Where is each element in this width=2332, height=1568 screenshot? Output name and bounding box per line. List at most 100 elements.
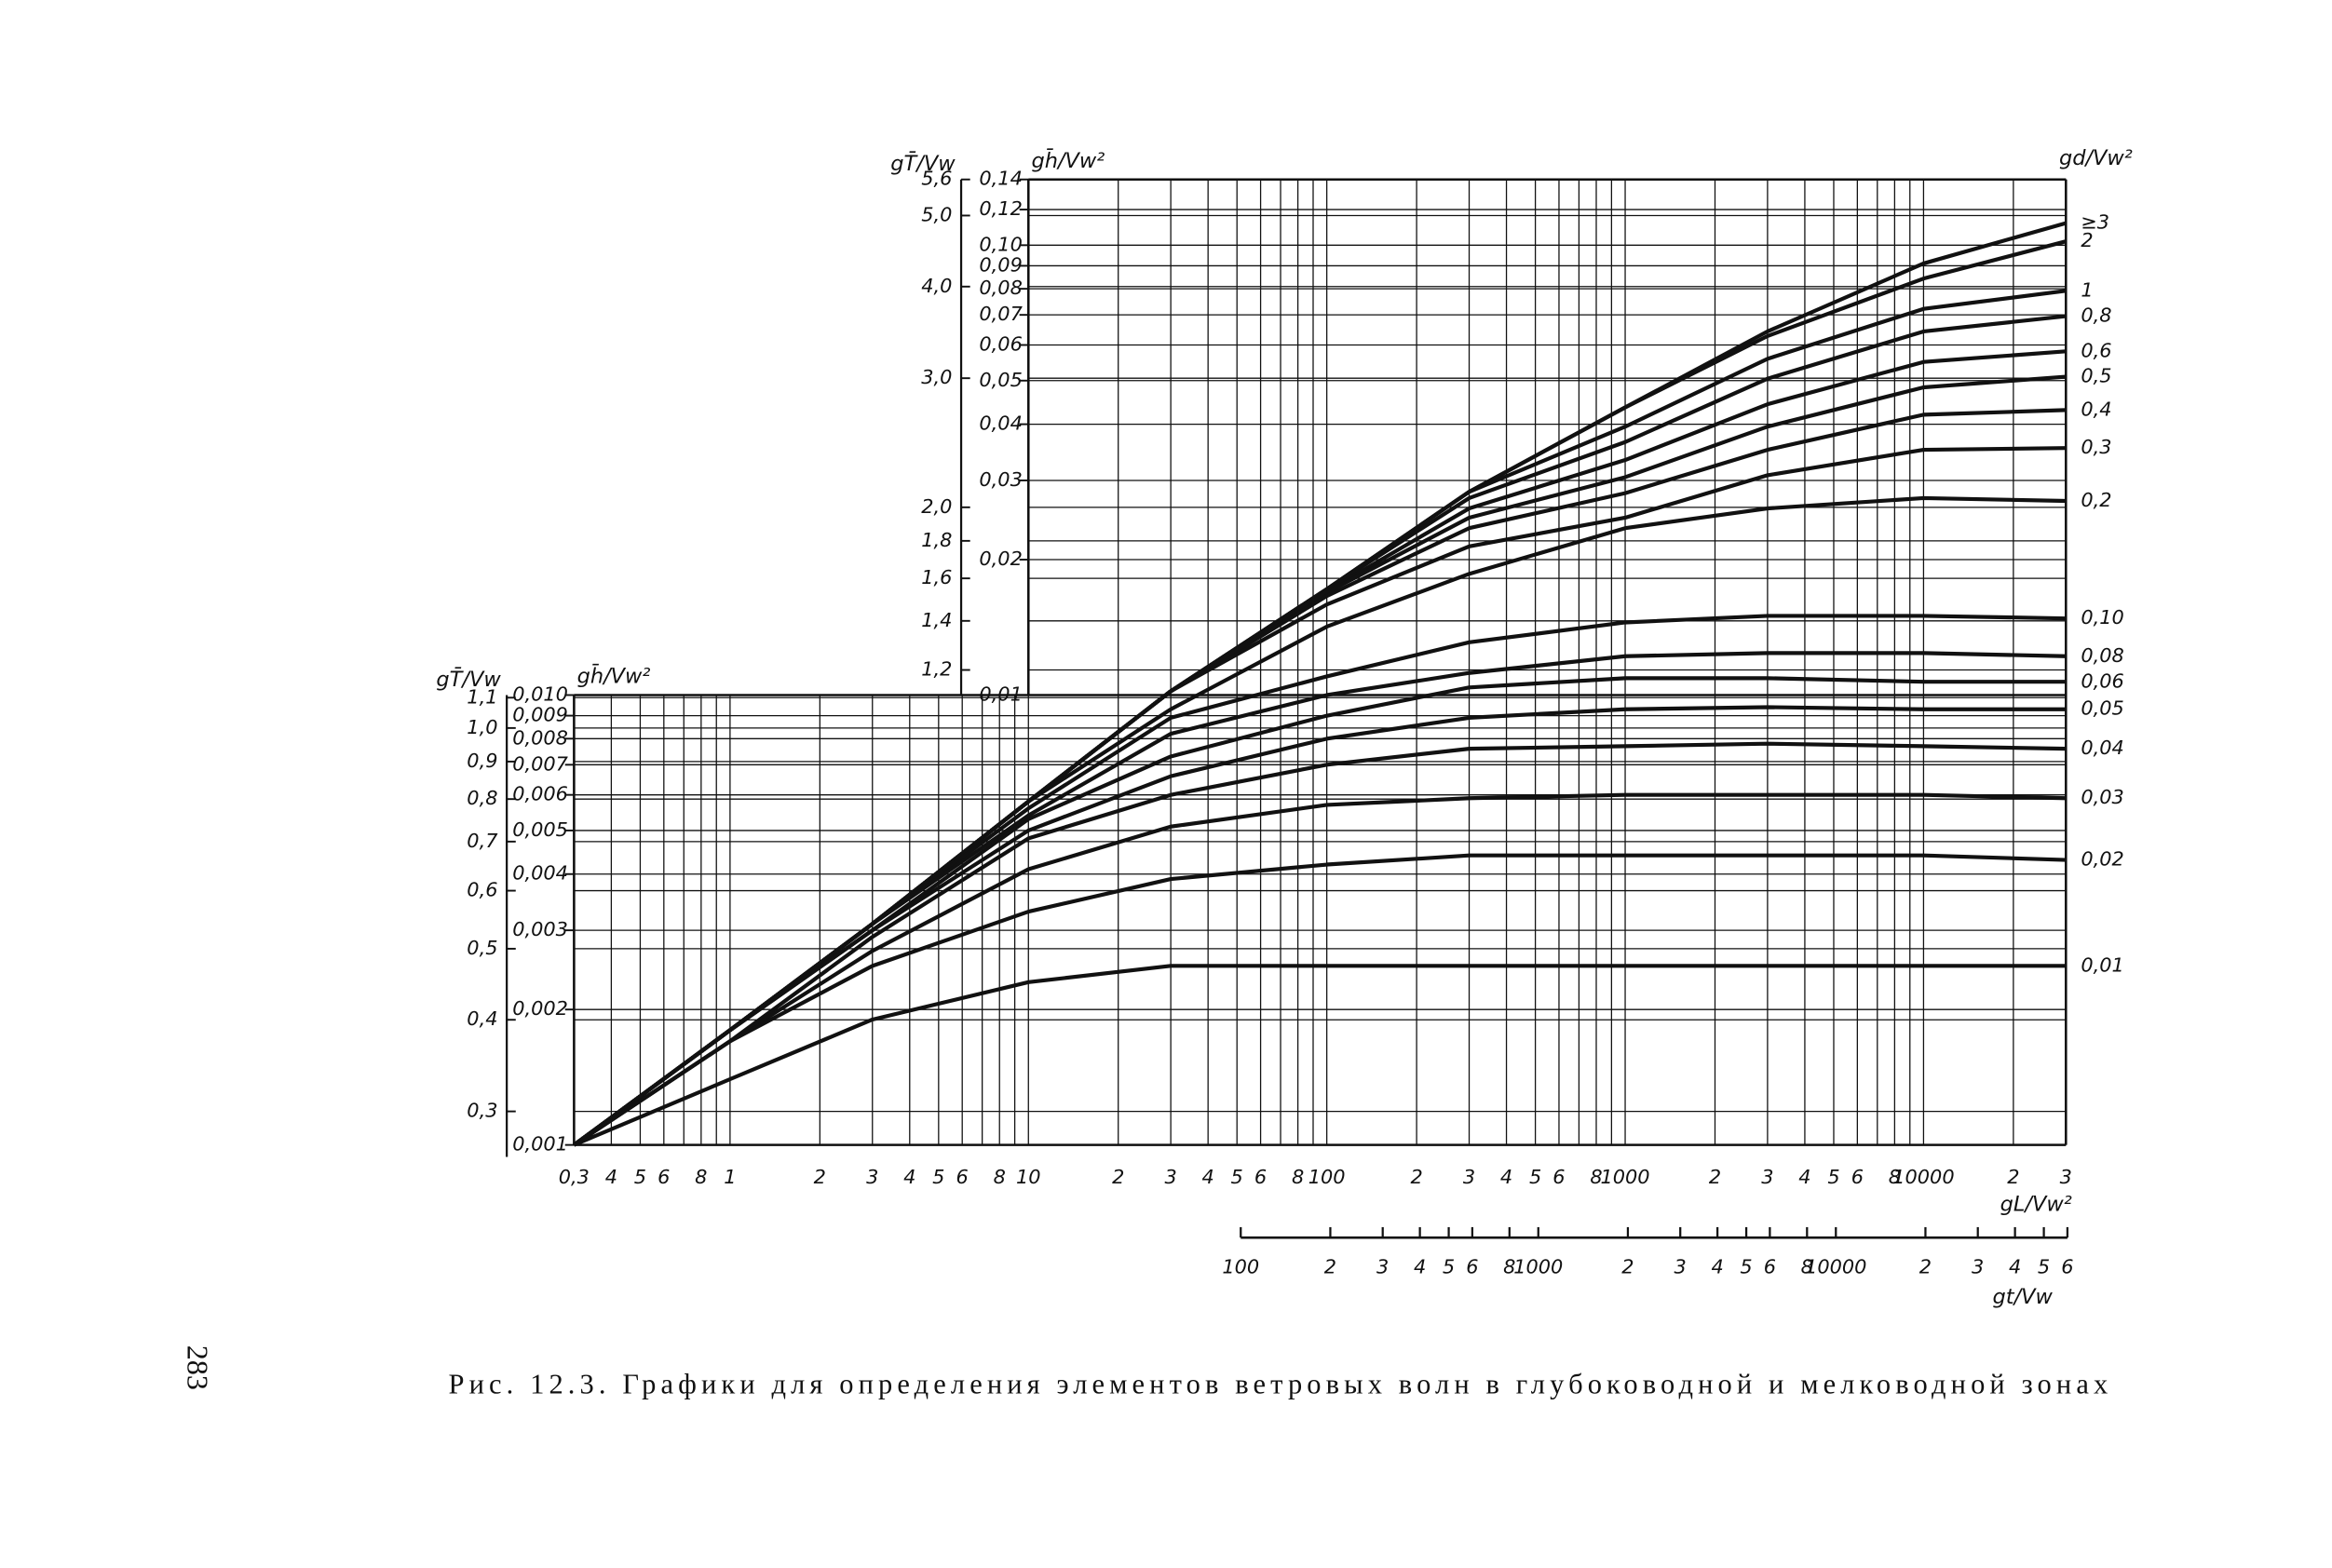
y-tick-label: 0,06 — [979, 333, 1022, 356]
x-tick-label: 3 — [2060, 1166, 2072, 1188]
x-tick-label: 5 — [932, 1166, 944, 1188]
legend-label: 0,8 — [2081, 304, 2111, 327]
curve — [573, 676, 2067, 1147]
x2-tick-label: 3 — [1674, 1255, 1687, 1277]
y2-tick-label: 2,0 — [921, 495, 952, 518]
y2-tick-label: 1,1 — [467, 685, 497, 708]
x-tick-label: 100 — [1308, 1166, 1346, 1188]
legend-label: 2 — [2081, 229, 2093, 251]
legend-label: ≥3 — [2081, 211, 2109, 234]
x-tick-label: 2 — [2007, 1166, 2019, 1188]
x-tick-label: 5 — [1529, 1166, 1541, 1188]
y-tick-label: 0,003 — [512, 918, 568, 940]
x2-tick-label: 10000 — [1805, 1255, 1866, 1277]
y-tick-label: 0,007 — [512, 752, 568, 775]
y2-tick-label: 1,6 — [921, 566, 952, 588]
x2-tick-label: 8 — [1801, 1255, 1813, 1277]
x-tick-label: 3 — [866, 1166, 878, 1188]
y-tick-label: 0,008 — [512, 726, 568, 749]
x-tick-label: 5 — [1231, 1166, 1243, 1188]
y2-tick-label: 0,7 — [467, 830, 498, 852]
x2-tick-label: 5 — [1740, 1255, 1752, 1277]
y-axis-title: gh̄/Vw² — [1031, 147, 1105, 173]
y-tick-label: 0,005 — [512, 818, 568, 841]
x2-tick-label: 5 — [2038, 1255, 2050, 1277]
x-tick-label: 6 — [956, 1166, 969, 1188]
y2-tick-label: 1,4 — [921, 609, 952, 631]
y-tick-label: 0,01 — [979, 683, 1022, 705]
x-tick-label: 3 — [1463, 1166, 1475, 1188]
y-tick-label: 0,02 — [979, 547, 1022, 570]
y2-tick-label: 4,0 — [921, 275, 952, 297]
x-tick-label: 4 — [903, 1166, 915, 1188]
y-tick-label: 0,05 — [979, 369, 1022, 391]
x-tick-label: 8 — [695, 1166, 707, 1188]
legend-label: 0,06 — [2081, 669, 2123, 692]
x-axis-title: gL/Vw² — [2000, 1192, 2072, 1216]
y2-tick-label: 0,8 — [467, 787, 497, 809]
x2-tick-label: 2 — [1919, 1255, 1932, 1277]
legend-label: 0,10 — [2081, 606, 2123, 629]
y2-axis-title: gT̄/Vw — [436, 666, 501, 692]
x-tick-label: 4 — [605, 1166, 617, 1188]
x-tick-label: 8 — [1292, 1166, 1304, 1188]
y2-tick-label: 0,3 — [467, 1100, 497, 1122]
x-tick-label: 6 — [1254, 1166, 1267, 1188]
y-tick-label: 0,10 — [979, 233, 1022, 255]
y-tick-label: 0,04 — [979, 412, 1022, 435]
curve — [573, 651, 2067, 1147]
y2-tick-label: 0,9 — [467, 750, 497, 772]
y-tick-label: 0,14 — [979, 168, 1022, 190]
x-tick-label: 4 — [1202, 1166, 1214, 1188]
y-tick-label: 0,09 — [979, 253, 1022, 276]
x-tick-label: 8 — [994, 1166, 1006, 1188]
x-tick-label: 2 — [1410, 1166, 1422, 1188]
curve — [573, 964, 2067, 1147]
legend-label: 0,08 — [2081, 644, 2123, 667]
y2-tick-label: 0,6 — [467, 879, 497, 901]
legend-label: 0,04 — [2081, 737, 2123, 759]
x-tick-label: 4 — [1798, 1166, 1810, 1188]
y-tick-label: 0,07 — [979, 303, 1023, 325]
x-tick-label: 5 — [634, 1166, 646, 1188]
y2-tick-label: 1,8 — [921, 529, 952, 551]
x2-tick-label: 4 — [1711, 1255, 1723, 1277]
x-tick-label: 3 — [1761, 1166, 1773, 1188]
x-tick-label: 10000 — [1892, 1166, 1954, 1188]
legend-label: 0,2 — [2081, 489, 2111, 511]
x-tick-label: 6 — [658, 1166, 670, 1188]
x-tick-label: 0,3 — [559, 1166, 590, 1188]
y2-tick-label: 5,0 — [921, 203, 952, 225]
y-tick-label: 0,002 — [512, 997, 568, 1020]
y2-tick-label: 3,0 — [921, 366, 952, 388]
x-tick-label: 8 — [1889, 1166, 1901, 1188]
curve — [573, 374, 2067, 1147]
x-tick-label: 2 — [1112, 1166, 1124, 1188]
x2-tick-label: 6 — [1466, 1255, 1478, 1277]
y-tick-label: 0,006 — [512, 783, 568, 805]
x-tick-label: 5 — [1827, 1166, 1839, 1188]
x2-tick-label: 8 — [1503, 1255, 1515, 1277]
y2-tick-label: 1,2 — [921, 658, 952, 681]
y2-tick-label: 5,6 — [921, 168, 952, 190]
x2-tick-label: 6 — [1764, 1255, 1776, 1277]
legend-label: 1 — [2081, 278, 2093, 301]
y-axis-title: gh̄/Vw² — [577, 663, 651, 689]
x-tick-label: 6 — [1851, 1166, 1864, 1188]
y-tick-label: 0,12 — [979, 197, 1022, 220]
x-tick-label: 3 — [1164, 1166, 1176, 1188]
page-number: 283 — [181, 1345, 214, 1390]
legend-label: 0,01 — [2081, 953, 2123, 976]
curve — [573, 314, 2067, 1147]
x-tick-label: 4 — [1500, 1166, 1512, 1188]
x-tick-label: 10 — [1016, 1166, 1041, 1188]
legend-label: 0,05 — [2081, 697, 2123, 720]
x2-tick-label: 2 — [1621, 1255, 1634, 1277]
legend-label: 0,4 — [2081, 398, 2111, 420]
x2-tick-label: 2 — [1324, 1255, 1336, 1277]
legend-label: 0,3 — [2081, 436, 2111, 458]
y-tick-label: 0,010 — [512, 683, 568, 705]
x-tick-label: 2 — [1709, 1166, 1721, 1188]
